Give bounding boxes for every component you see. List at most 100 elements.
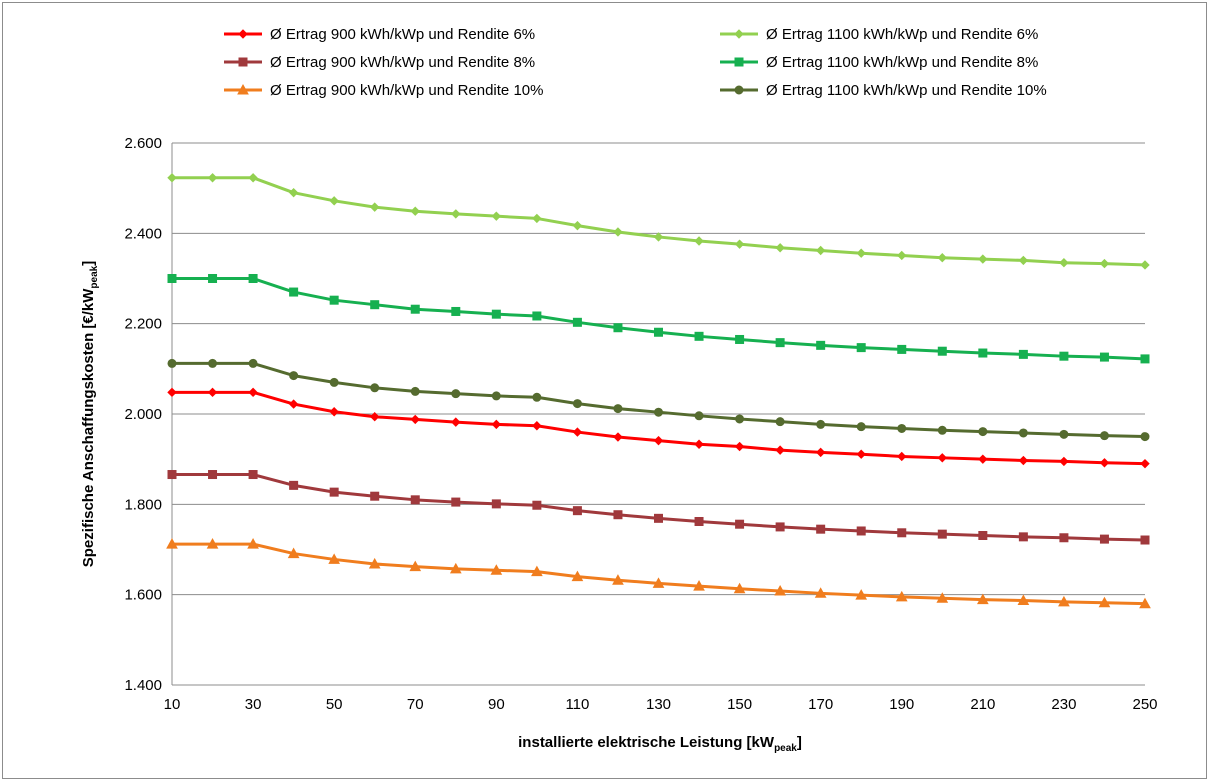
legend: Ø Ertrag 900 kWh/kWp und Rendite 6% Ø Ert… (224, 26, 1047, 99)
x-tick-label: 70 (407, 696, 424, 713)
y-tick-label: 2.200 (124, 316, 162, 333)
y-tick-label: 2.400 (124, 225, 162, 242)
data-point (1140, 535, 1150, 545)
data-point (289, 480, 299, 490)
x-tick-label: 110 (565, 696, 589, 713)
data-point (370, 202, 380, 212)
data-point (654, 513, 663, 523)
series-group (166, 173, 1151, 609)
data-point (1099, 534, 1109, 544)
data-point (815, 447, 826, 458)
data-point (1059, 456, 1069, 467)
data-point (328, 553, 341, 564)
data-point (288, 187, 299, 198)
data-point (1140, 354, 1150, 364)
y-axis-ticks: 1.400 1.600 1.800 2.000 2.200 2.400 2.600 (124, 135, 162, 694)
data-point (247, 538, 259, 549)
data-point (856, 449, 866, 459)
data-point (451, 389, 461, 399)
legend-entry: Ø Ertrag 900 kWh/kWp und Rendite 6% (224, 26, 535, 43)
data-point (775, 417, 785, 427)
data-point (329, 407, 339, 417)
series-line (172, 277, 1146, 361)
data-point (1018, 349, 1028, 359)
y-tick-label: 1.800 (124, 496, 162, 513)
legend-swatch-marker (238, 29, 248, 39)
data-point (491, 499, 501, 509)
data-point (978, 454, 988, 464)
data-point (287, 547, 300, 559)
data-point (206, 538, 219, 549)
data-point (652, 577, 665, 588)
y-tick-label: 2.000 (124, 406, 162, 423)
data-point (775, 243, 785, 253)
data-point (370, 383, 380, 393)
data-point (653, 232, 664, 242)
legend-label: Ø Ertrag 900 kWh/kWp und Rendite 6% (270, 26, 535, 43)
data-point (167, 173, 177, 183)
data-point (1018, 428, 1028, 438)
data-point (370, 491, 380, 501)
legend-entry: Ø Ertrag 900 kWh/kWp und Rendite 8% (224, 54, 535, 71)
data-point (856, 248, 866, 258)
data-point (694, 411, 704, 421)
legend-entry: Ø Ertrag 900 kWh/kWp und Rendite 10% (224, 82, 543, 99)
legend-label: Ø Ertrag 900 kWh/kWp und Rendite 8% (270, 54, 535, 71)
data-point (1059, 351, 1069, 361)
data-point (410, 495, 420, 505)
data-point (613, 510, 623, 520)
x-tick-label: 230 (1051, 696, 1076, 713)
y-tick-label: 2.600 (124, 135, 162, 152)
data-point (978, 530, 988, 540)
data-point (694, 516, 704, 526)
data-point (654, 407, 663, 417)
data-point (613, 404, 623, 414)
data-point (613, 432, 623, 442)
data-point (735, 414, 745, 424)
legend-entry: Ø Ertrag 1100 kWh/kWp und Rendite 6% (720, 26, 1038, 43)
data-point (410, 414, 420, 425)
data-point (368, 557, 381, 569)
data-point (329, 295, 339, 305)
data-point (815, 245, 826, 256)
data-point (207, 387, 218, 398)
data-point (288, 399, 299, 409)
x-tick-label: 170 (808, 696, 833, 713)
data-point (816, 524, 826, 534)
data-point (248, 470, 258, 480)
data-point (1140, 260, 1150, 270)
data-point (897, 528, 907, 538)
data-point (937, 529, 947, 539)
data-point (1139, 597, 1151, 609)
data-point (248, 173, 258, 183)
data-point (897, 451, 907, 462)
data-point (167, 387, 177, 398)
data-point (491, 391, 501, 401)
data-point (451, 497, 461, 507)
data-point (1140, 458, 1150, 469)
data-point (491, 419, 502, 430)
data-point (207, 173, 218, 183)
gridlines (172, 142, 1145, 596)
data-point (937, 453, 947, 463)
data-point (897, 423, 907, 433)
x-tick-label: 130 (646, 696, 671, 713)
data-point (855, 589, 868, 600)
data-point (248, 274, 258, 283)
data-point (613, 227, 623, 237)
series-line (172, 361, 1146, 439)
data-point (532, 311, 542, 321)
y-tick-label: 1.600 (124, 587, 162, 604)
data-point (248, 358, 258, 368)
y-axis-title: Spezifische Anschaffungskosten [€/kWpeak… (80, 261, 100, 567)
data-point (329, 377, 339, 387)
series-line (172, 390, 1146, 466)
data-point (937, 346, 947, 356)
data-point (490, 564, 503, 575)
axes (171, 143, 1145, 686)
data-point (491, 211, 502, 221)
data-point (775, 522, 785, 532)
series-3 (167, 173, 1150, 270)
data-point (976, 593, 989, 605)
data-point (531, 565, 543, 577)
